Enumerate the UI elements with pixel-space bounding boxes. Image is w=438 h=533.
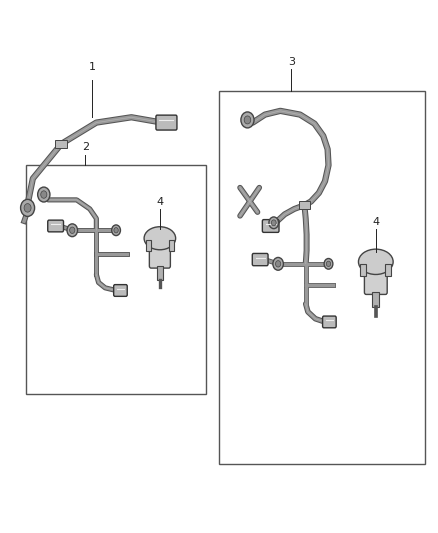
Circle shape xyxy=(70,227,75,233)
Bar xyxy=(26,165,206,394)
Text: 4: 4 xyxy=(156,197,163,207)
Circle shape xyxy=(21,199,35,216)
FancyBboxPatch shape xyxy=(364,260,387,294)
Text: 3: 3 xyxy=(288,56,295,67)
FancyBboxPatch shape xyxy=(114,285,127,296)
FancyBboxPatch shape xyxy=(262,220,279,232)
Circle shape xyxy=(324,259,333,269)
Text: 2: 2 xyxy=(82,142,89,152)
FancyBboxPatch shape xyxy=(48,220,64,232)
Bar xyxy=(360,264,366,276)
Circle shape xyxy=(38,187,50,202)
Bar xyxy=(372,292,379,308)
Circle shape xyxy=(269,217,279,229)
Circle shape xyxy=(24,204,31,212)
Bar xyxy=(385,264,391,276)
Bar xyxy=(219,91,425,464)
Bar xyxy=(55,140,67,148)
FancyBboxPatch shape xyxy=(156,115,177,130)
Bar xyxy=(299,201,310,209)
Circle shape xyxy=(114,228,118,233)
Text: 1: 1 xyxy=(88,62,95,72)
Circle shape xyxy=(326,261,331,266)
Ellipse shape xyxy=(358,249,393,274)
FancyBboxPatch shape xyxy=(149,236,170,268)
Circle shape xyxy=(273,257,283,270)
Circle shape xyxy=(112,225,120,236)
Circle shape xyxy=(41,191,47,198)
Text: 4: 4 xyxy=(372,217,379,227)
FancyBboxPatch shape xyxy=(252,253,268,265)
FancyBboxPatch shape xyxy=(322,316,336,328)
Circle shape xyxy=(241,112,254,128)
Bar xyxy=(157,266,163,280)
Circle shape xyxy=(67,224,78,237)
Circle shape xyxy=(244,116,251,124)
Bar xyxy=(146,240,151,251)
Bar xyxy=(169,240,174,251)
Circle shape xyxy=(271,220,276,226)
Ellipse shape xyxy=(144,227,176,250)
Circle shape xyxy=(276,261,281,267)
